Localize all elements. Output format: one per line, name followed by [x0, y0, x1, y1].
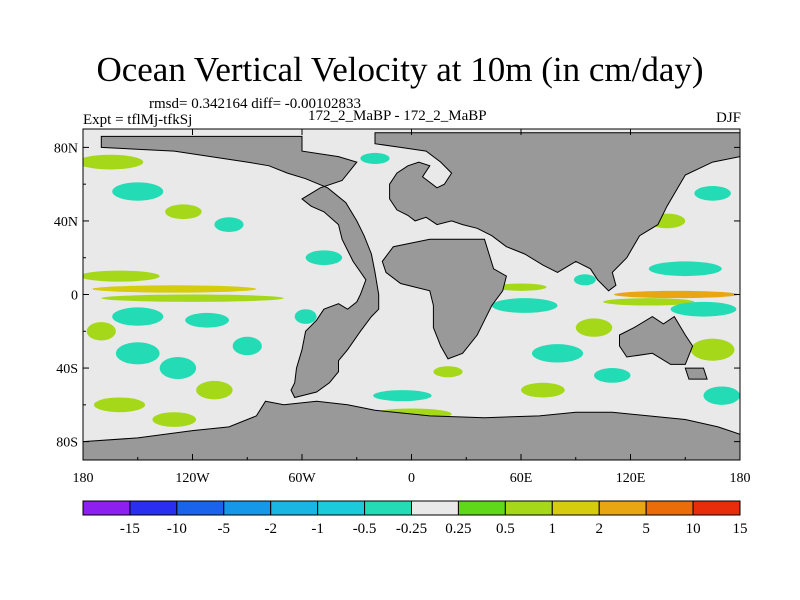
x-tick-label-1: 120W	[175, 471, 210, 486]
colorbar: -15 -10 -5 -2 -1 -0.5 -0.25 0.25 0.5 1 2 5 10 15	[82, 500, 748, 537]
colorbar-label-13: 15	[733, 521, 748, 537]
anomaly-patch-21	[495, 283, 547, 291]
y-tick-label-1: 40N	[54, 215, 78, 230]
anomaly-patch-4	[83, 270, 160, 282]
anomaly-patch-30	[690, 338, 735, 361]
colorbar-label-11: 5	[642, 521, 650, 537]
x-tick-label-3: 0	[408, 471, 415, 486]
colorbar-label-7: 0.25	[445, 521, 471, 537]
colorbar-swatch-9	[504, 500, 553, 516]
colorbar-swatch-11	[598, 500, 647, 516]
land-region-4	[619, 315, 694, 365]
x-tick-label-4: 60E	[510, 471, 533, 486]
colorbar-label-2: -5	[218, 521, 231, 537]
colorbar-swatch-4	[270, 500, 319, 516]
experiment-label: Expt = tflMj-tfkSj	[83, 112, 193, 128]
colorbar-swatch-8	[457, 500, 506, 516]
anomaly-patch-1	[112, 182, 164, 201]
anomaly-patch-11	[196, 380, 233, 400]
land-region-3	[83, 400, 740, 460]
anomaly-patch-20	[491, 298, 558, 313]
anomaly-patch-31	[703, 386, 740, 405]
x-tick-label-5: 120E	[616, 471, 646, 486]
anomaly-patch-12	[93, 397, 146, 413]
anomaly-patch-2	[165, 204, 202, 220]
land-region-2	[381, 238, 507, 360]
anomaly-patch-27	[614, 290, 739, 299]
y-tick-label-0: 80N	[54, 141, 78, 156]
anomaly-layer	[83, 145, 740, 429]
anomaly-patch-24	[575, 318, 613, 337]
anomaly-patch-9	[115, 342, 160, 365]
land-region-1	[374, 132, 740, 292]
colorbar-label-5: -0.5	[353, 521, 377, 537]
anomaly-patch-33	[694, 186, 731, 201]
x-tick-label-2: 60W	[288, 471, 316, 486]
anomaly-patch-28	[670, 301, 737, 317]
x-tick-label-6: 180	[730, 471, 751, 486]
anomaly-patch-25	[594, 368, 631, 383]
anomaly-patch-8	[185, 312, 230, 328]
y-tick-label-4: 80S	[56, 436, 78, 451]
anomaly-patch-39	[232, 336, 262, 356]
colorbar-label-3: -2	[264, 521, 277, 537]
colorbar-label-0: -15	[120, 521, 140, 537]
anomaly-patch-13	[152, 412, 197, 427]
stats-label: rmsd= 0.342164 diff= -0.00102833	[149, 96, 362, 112]
anomaly-patch-5	[92, 285, 257, 293]
colorbar-swatch-12	[645, 500, 694, 516]
y-axis: 80N 40N 0 40S 80S	[54, 141, 740, 451]
anomaly-patch-7	[112, 307, 164, 326]
x-axis: 180 120W 60W 0 60E 120E 180	[73, 129, 751, 486]
anomaly-patch-26	[603, 298, 695, 306]
anomaly-patch-3	[214, 217, 244, 232]
colorbar-swatch-5	[317, 500, 366, 516]
center-label: 172_2_MaBP - 172_2_MaBP	[308, 108, 487, 124]
colorbar-swatch-7	[411, 500, 459, 516]
land-layer	[83, 132, 740, 460]
colorbar-swatch-1	[129, 500, 178, 516]
colorbar-label-8: 0.5	[496, 521, 515, 537]
anomaly-patch-10	[159, 357, 197, 380]
colorbar-label-4: -1	[311, 521, 324, 537]
colorbar-label-1: -10	[167, 521, 187, 537]
anomaly-patch-17	[373, 390, 432, 402]
anomaly-patch-36	[86, 322, 116, 341]
anomaly-patch-15	[305, 250, 343, 266]
anomaly-patch-16	[294, 309, 317, 324]
x-tick-label-0: 180	[73, 471, 94, 486]
anomaly-patch-23	[521, 382, 565, 398]
anomaly-patch-34	[360, 152, 390, 164]
colorbar-swatch-0	[82, 500, 131, 516]
anomaly-patch-22	[531, 344, 584, 363]
land-region-5	[684, 367, 708, 380]
colorbar-swatch-6	[364, 500, 413, 516]
y-tick-label-3: 40S	[56, 362, 78, 377]
anomaly-patch-6	[101, 294, 284, 302]
anomaly-patch-38	[573, 274, 596, 286]
colorbar-swatch-3	[223, 500, 272, 516]
colorbar-swatch-2	[176, 500, 225, 516]
anomaly-patch-29	[648, 261, 722, 277]
anomaly-patch-0	[83, 154, 144, 170]
colorbar-label-12: 10	[686, 521, 701, 537]
colorbar-label-10: 2	[595, 521, 603, 537]
season-label: DJF	[715, 110, 741, 126]
colorbar-label-9: 1	[549, 521, 557, 537]
colorbar-label-6: -0.25	[396, 521, 427, 537]
chart-title: Ocean Vertical Velocity at 10m (in cm/da…	[96, 50, 704, 89]
colorbar-swatch-10	[551, 500, 600, 516]
land-region-0	[100, 135, 380, 399]
colorbar-swatch-13	[692, 500, 741, 516]
anomaly-patch-37	[433, 366, 463, 378]
y-tick-label-2: 0	[71, 289, 78, 304]
